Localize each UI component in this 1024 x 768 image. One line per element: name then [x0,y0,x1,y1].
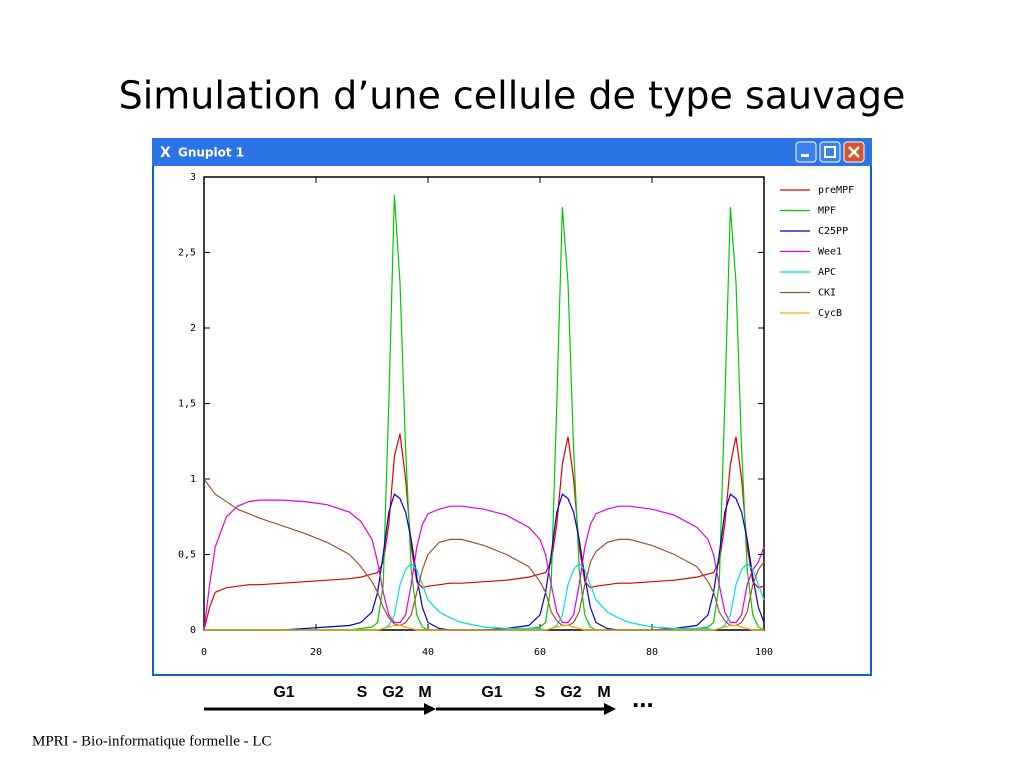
series-line [204,624,764,631]
phase-label: G2 [560,684,581,701]
series-line [203,499,765,631]
ellipsis: ... [632,683,654,713]
legend-label: APC [818,267,836,278]
series-line [203,478,765,627]
arrow-head [424,703,436,715]
phase-label: S [357,684,368,701]
maximize-icon [824,146,836,158]
y-tick-label: 3 [190,172,196,183]
phase-label: S [535,684,546,701]
legend-label: preMPF [818,185,854,196]
y-tick-label: 1,5 [178,399,196,410]
minimize-button[interactable] [795,141,817,163]
x-tick-label: 100 [755,647,773,658]
phase-label: M [597,684,610,701]
series-line [203,433,765,631]
legend-label: CKI [818,288,836,299]
y-tick-label: 1 [190,474,196,485]
maximize-button[interactable] [819,141,841,163]
phases: G1 S G2 M G1 S G2 M [273,684,610,701]
footer: MPRI - Bio-informatique formelle - LC [32,733,272,749]
x-tick-label: 80 [646,647,658,658]
phase-label: G1 [273,684,294,701]
x-icon: X [160,145,171,161]
minimize-icon [801,154,809,157]
plot: 0 0,5 1 1,5 2 2,5 3 0 20 40 60 80 100 preMPF MPF C25PP W… [178,172,854,658]
y-tick-label: 2,5 [178,248,196,259]
window: X Gnuplot 1 [152,138,872,676]
y-tick-label: 0,5 [178,550,196,561]
legend-label: CycB [818,308,842,319]
window-title: Gnuplot 1 [178,146,244,160]
close-icon [848,146,860,158]
x-tick-label: 60 [534,647,546,658]
y-tick-label: 2 [190,323,196,334]
series-line [204,493,765,631]
y-tick-label: 0 [190,625,196,636]
phase-label: M [418,684,431,701]
arrow-head [604,703,616,715]
phase-label: G1 [481,684,502,701]
legend-label: MPF [818,206,836,217]
legend-label: Wee1 [818,247,842,258]
x-tick-label: 40 [422,647,434,658]
slide-title: Simulation d’une cellule de type sauvage [119,74,906,118]
phase-label: G2 [382,684,403,701]
title-bar [152,138,872,166]
x-tick-label: 20 [310,647,322,658]
plot-window [154,166,870,674]
legend-label: C25PP [818,226,848,237]
x-tick-label: 0 [201,647,207,658]
